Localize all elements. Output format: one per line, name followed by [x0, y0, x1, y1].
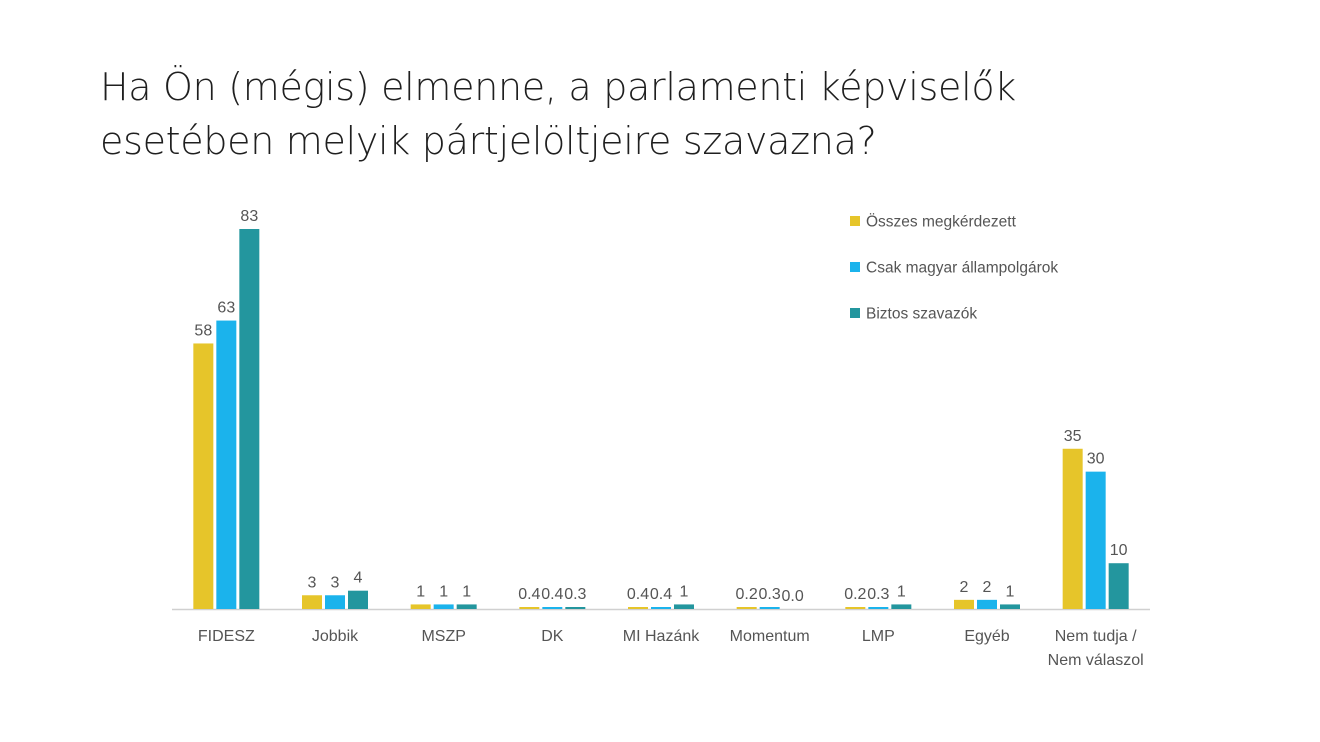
- data-label-3-series-2: 1: [439, 583, 448, 600]
- data-label-7-series-2: 0.3: [867, 586, 889, 603]
- data-label-7-series-1: 0.2: [844, 586, 866, 603]
- category-label-3: MSZP: [421, 628, 465, 645]
- category-label-2: Jobbik: [312, 628, 359, 645]
- bar-1-series-1: [193, 343, 214, 609]
- bar-2-series-1: [302, 595, 322, 609]
- bar-7-series-2: [868, 607, 889, 609]
- bar-4-series-3: [565, 607, 586, 609]
- data-label-6-series-1: 0.2: [736, 586, 758, 603]
- data-label-3-series-3: 1: [462, 583, 471, 600]
- bar-3-series-3: [456, 604, 477, 609]
- bar-8-series-2: [977, 599, 997, 609]
- data-label-4-series-3: 0.3: [564, 586, 586, 603]
- data-label-1-series-3: 83: [240, 208, 258, 225]
- bar-3-series-2: [433, 604, 454, 609]
- bar-2-series-3: [348, 590, 368, 609]
- title-line-2: esetében melyik pártjelöltjeire szavazna…: [100, 119, 877, 163]
- data-label-2-series-3: 4: [354, 570, 363, 587]
- bar-2-series-2: [325, 595, 345, 609]
- data-label-2-series-2: 3: [331, 574, 340, 591]
- category-label-5: MI Hazánk: [623, 628, 700, 645]
- data-label-7-series-3: 1: [897, 583, 906, 600]
- legend-label-1: Összes megkérdezett: [866, 213, 1017, 231]
- legend-swatch-3: [850, 308, 860, 318]
- bar-8-series-1: [954, 599, 974, 609]
- data-label-1-series-2: 63: [217, 300, 235, 317]
- category-label-1: FIDESZ: [198, 628, 255, 645]
- legend-label-2: Csak magyar állampolgárok: [866, 260, 1058, 277]
- data-label-8-series-1: 2: [960, 579, 969, 596]
- bar-1-series-2: [216, 320, 237, 609]
- category-label-7: LMP: [862, 628, 895, 645]
- bar-9-series-3: [1108, 563, 1129, 609]
- bar-5-series-2: [651, 607, 671, 609]
- data-label-9-series-2: 30: [1087, 451, 1105, 468]
- data-label-3-series-1: 1: [416, 583, 425, 600]
- data-label-4-series-1: 0.4: [518, 586, 540, 603]
- bar-9-series-1: [1062, 448, 1083, 609]
- data-label-8-series-3: 1: [1006, 583, 1015, 600]
- title-line-1: Ha Ön (mégis) elmenne, a parlamenti képv…: [100, 65, 1016, 109]
- data-label-9-series-1: 35: [1064, 428, 1082, 445]
- data-label-5-series-3: 1: [680, 583, 689, 600]
- bar-8-series-3: [1000, 604, 1020, 609]
- bar-4-series-2: [542, 607, 563, 609]
- bar-6-series-2: [759, 607, 780, 609]
- category-label-9-line-1: Nem tudja /: [1055, 628, 1137, 645]
- category-label-9-line-2: Nem válaszol: [1048, 652, 1144, 669]
- bar-9-series-2: [1085, 471, 1106, 609]
- bar-5-series-3: [674, 604, 694, 609]
- bar-4-series-1: [519, 607, 540, 609]
- page-title: Ha Ön (mégis) elmenne, a parlamenti képv…: [100, 60, 1250, 168]
- bar-3-series-1: [410, 604, 431, 609]
- category-label-6: Momentum: [730, 628, 810, 645]
- data-label-5-series-1: 0.4: [627, 586, 649, 603]
- data-label-6-series-3: 0.0: [782, 588, 804, 605]
- data-label-2-series-1: 3: [308, 574, 317, 591]
- bar-1-series-3: [239, 229, 260, 609]
- legend-swatch-2: [850, 262, 860, 272]
- data-label-5-series-2: 0.4: [650, 586, 672, 603]
- category-label-4: DK: [541, 628, 564, 645]
- data-label-8-series-2: 2: [983, 579, 992, 596]
- data-label-9-series-3: 10: [1110, 542, 1128, 559]
- bar-5-series-1: [628, 607, 648, 609]
- data-label-4-series-2: 0.4: [541, 586, 563, 603]
- data-label-1-series-1: 58: [194, 322, 212, 339]
- bar-7-series-1: [845, 607, 866, 609]
- category-label-8: Egyéb: [964, 628, 1009, 645]
- data-label-6-series-2: 0.3: [759, 586, 781, 603]
- bar-7-series-3: [891, 604, 912, 609]
- legend-swatch-1: [850, 216, 860, 226]
- legend-label-3: Biztos szavazók: [866, 306, 977, 323]
- bar-6-series-1: [736, 607, 757, 609]
